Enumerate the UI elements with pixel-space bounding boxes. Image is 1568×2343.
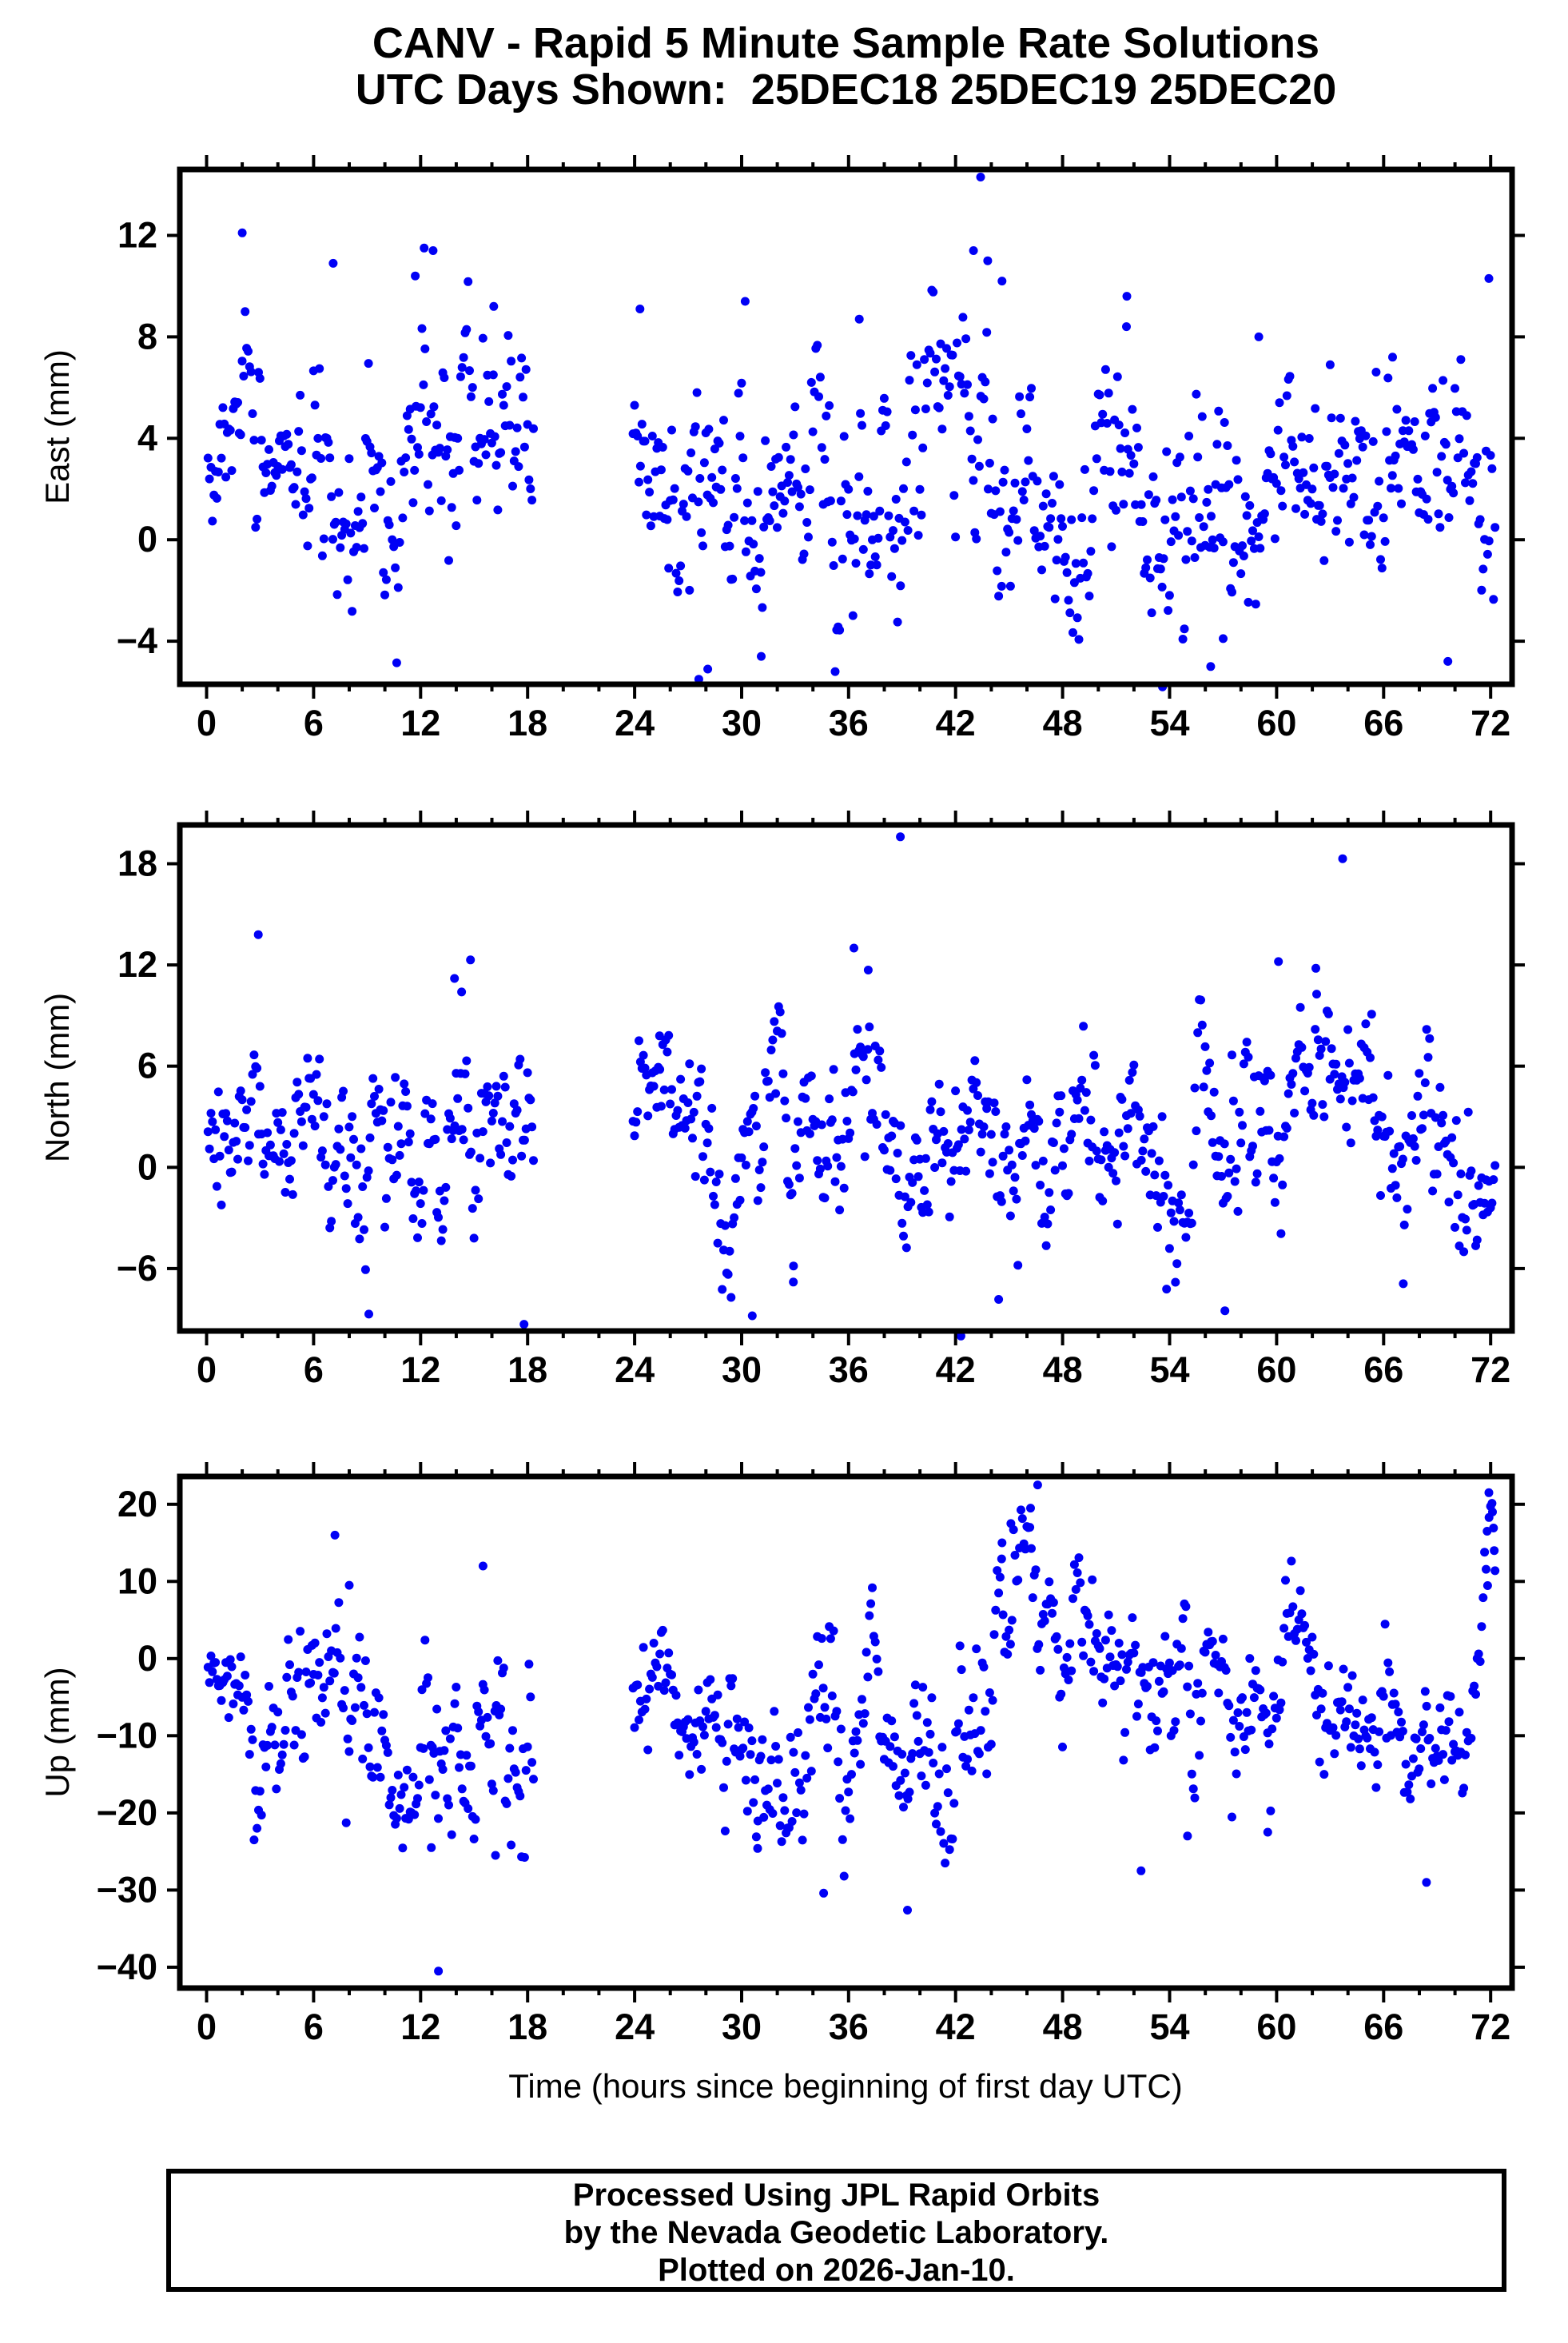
x-tick-label: 12 xyxy=(400,703,440,743)
x-tick-label: 60 xyxy=(1256,2006,1296,2047)
footer-line-2: by the Nevada Geodetic Laboratory. xyxy=(563,2215,1109,2250)
east-y-axis-label: East (mm) xyxy=(38,349,76,504)
x-tick-label: 48 xyxy=(1043,2006,1083,2047)
north-scatter-points xyxy=(203,832,1500,1341)
east-scatter-points xyxy=(203,173,1500,691)
x-tick-label: 24 xyxy=(615,1349,655,1390)
y-tick-label: 0 xyxy=(137,519,157,560)
y-tick-label: 18 xyxy=(117,843,157,884)
x-tick-label: 6 xyxy=(304,703,324,743)
x-tick-label: 6 xyxy=(304,2006,324,2047)
x-tick-label: 36 xyxy=(829,1349,869,1390)
y-tick-label: 8 xyxy=(137,316,157,357)
x-tick-label: 36 xyxy=(829,703,869,743)
x-tick-label: 72 xyxy=(1470,703,1510,743)
x-tick-label: 48 xyxy=(1043,703,1083,743)
y-tick-label: −6 xyxy=(117,1248,157,1289)
x-tick-label: 12 xyxy=(400,1349,440,1390)
y-tick-label: −40 xyxy=(97,1947,157,1987)
x-tick-label: 6 xyxy=(304,1349,324,1390)
x-tick-label: 54 xyxy=(1149,2006,1189,2047)
y-tick-label: −30 xyxy=(97,1869,157,1910)
x-tick-label: 0 xyxy=(197,703,217,743)
x-tick-label: 60 xyxy=(1256,1349,1296,1390)
y-tick-label: −4 xyxy=(117,620,157,661)
y-tick-label: −20 xyxy=(97,1792,157,1833)
north-plot-frame xyxy=(177,822,1515,1334)
up-plot-frame xyxy=(177,1473,1515,1991)
x-tick-label: 24 xyxy=(615,703,655,743)
y-tick-label: 0 xyxy=(137,1146,157,1187)
x-tick-label: 54 xyxy=(1149,1349,1189,1390)
x-tick-label: 12 xyxy=(400,2006,440,2047)
chart-subtitle: UTC Days Shown: 25DEC18 25DEC19 25DEC20 xyxy=(355,66,1337,114)
footer-line-3: Plotted on 2026-Jan-10. xyxy=(658,2253,1015,2288)
x-tick-label: 18 xyxy=(507,2006,547,2047)
east-plot-frame xyxy=(177,166,1515,687)
x-tick-label: 72 xyxy=(1470,2006,1510,2047)
x-tick-label: 0 xyxy=(197,2006,217,2047)
y-tick-label: 0 xyxy=(137,1638,157,1679)
north-y-axis-label: North (mm) xyxy=(38,993,76,1162)
x-axis-title: Time (hours since beginning of first day… xyxy=(508,2067,1182,2105)
x-tick-label: 30 xyxy=(722,1349,762,1390)
panel-up: 0 6 12 18 24 30 36 42 48 54 60 66 72 −40 −30 −20 −10 0 10 2… xyxy=(97,1462,1525,2047)
x-tick-label: 66 xyxy=(1363,2006,1403,2047)
x-tick-label: 42 xyxy=(936,703,976,743)
footer-line-1: Processed Using JPL Rapid Orbits xyxy=(572,2178,1100,2213)
x-tick-label: 66 xyxy=(1363,1349,1403,1390)
up-scatter-points xyxy=(203,1480,1500,1976)
y-tick-label: 20 xyxy=(117,1484,157,1524)
x-tick-label: 54 xyxy=(1149,703,1189,743)
x-tick-label: 48 xyxy=(1043,1349,1083,1390)
x-tick-label: 36 xyxy=(829,2006,869,2047)
x-tick-label: 30 xyxy=(722,2006,762,2047)
x-tick-label: 18 xyxy=(507,1349,547,1390)
x-tick-label: 42 xyxy=(936,1349,976,1390)
x-tick-label: 24 xyxy=(615,2006,655,2047)
x-tick-label: 72 xyxy=(1470,1349,1510,1390)
chart-title: CANV - Rapid 5 Minute Sample Rate Soluti… xyxy=(372,19,1320,67)
x-tick-label: 0 xyxy=(197,1349,217,1390)
x-tick-label: 30 xyxy=(722,703,762,743)
x-tick-label: 42 xyxy=(936,2006,976,2047)
x-tick-label: 60 xyxy=(1256,703,1296,743)
y-tick-label: 12 xyxy=(117,215,157,256)
y-tick-label: 12 xyxy=(117,944,157,985)
panel-north: 0 6 12 18 24 30 36 42 48 54 60 66 72 −6 0 6 12 18 xyxy=(117,811,1525,1390)
y-tick-label: −10 xyxy=(97,1715,157,1755)
x-tick-label: 66 xyxy=(1363,703,1403,743)
up-y-axis-label: Up (mm) xyxy=(38,1667,76,1797)
y-tick-label: 6 xyxy=(137,1046,157,1086)
y-tick-label: 4 xyxy=(137,417,157,458)
y-tick-label: 10 xyxy=(117,1560,157,1601)
x-tick-label: 18 xyxy=(507,703,547,743)
footer-box: Processed Using JPL Rapid Orbits by the … xyxy=(166,2169,1506,2292)
